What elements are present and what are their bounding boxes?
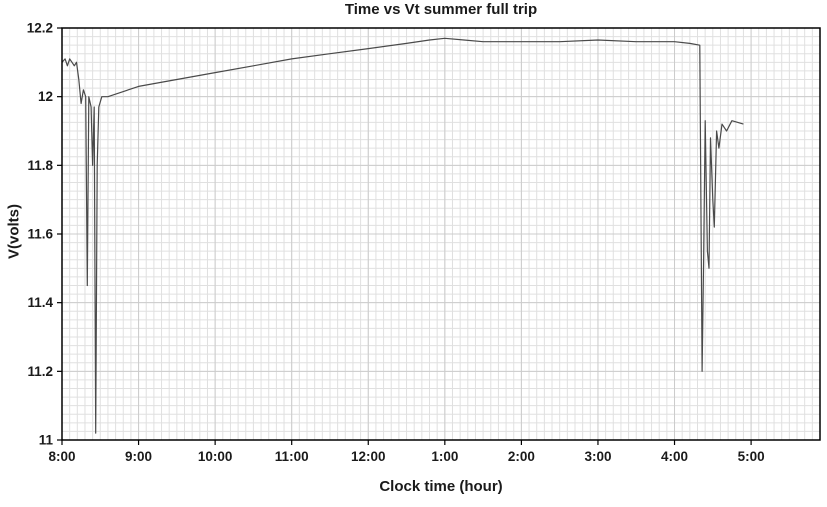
x-tick-label: 5:00 — [738, 449, 765, 464]
x-tick-label: 12:00 — [351, 449, 386, 464]
y-tick-label: 11.8 — [27, 158, 53, 173]
x-tick-label: 4:00 — [661, 449, 688, 464]
data-line — [61, 37, 744, 434]
y-tick-label: 11.6 — [27, 227, 53, 242]
tick-labels: 8:00 9:00 10:00 11:00 12:00 1:00 2:00 3:00 4:00 5… — [27, 21, 765, 465]
y-tick-label: 11.4 — [27, 295, 53, 310]
y-tick-label: 12 — [38, 89, 53, 104]
y-tick-label: 11.2 — [27, 364, 53, 379]
x-tick-label: 2:00 — [508, 449, 535, 464]
major-grid — [61, 27, 820, 441]
x-tick-label: 1:00 — [431, 449, 458, 464]
x-tick-label: 9:00 — [125, 449, 152, 464]
x-axis-label: Clock time (hour) — [379, 478, 503, 495]
y-tick-label: 11 — [39, 433, 54, 448]
x-tick-label: 3:00 — [584, 449, 611, 464]
chart-title: Time vs Vt summer full trip — [344, 1, 538, 18]
y-tick-label: 12.2 — [27, 21, 53, 36]
x-tick-label: 10:00 — [198, 449, 233, 464]
x-tick-label: 8:00 — [48, 449, 75, 464]
x-tick-label: 11:00 — [275, 449, 309, 464]
